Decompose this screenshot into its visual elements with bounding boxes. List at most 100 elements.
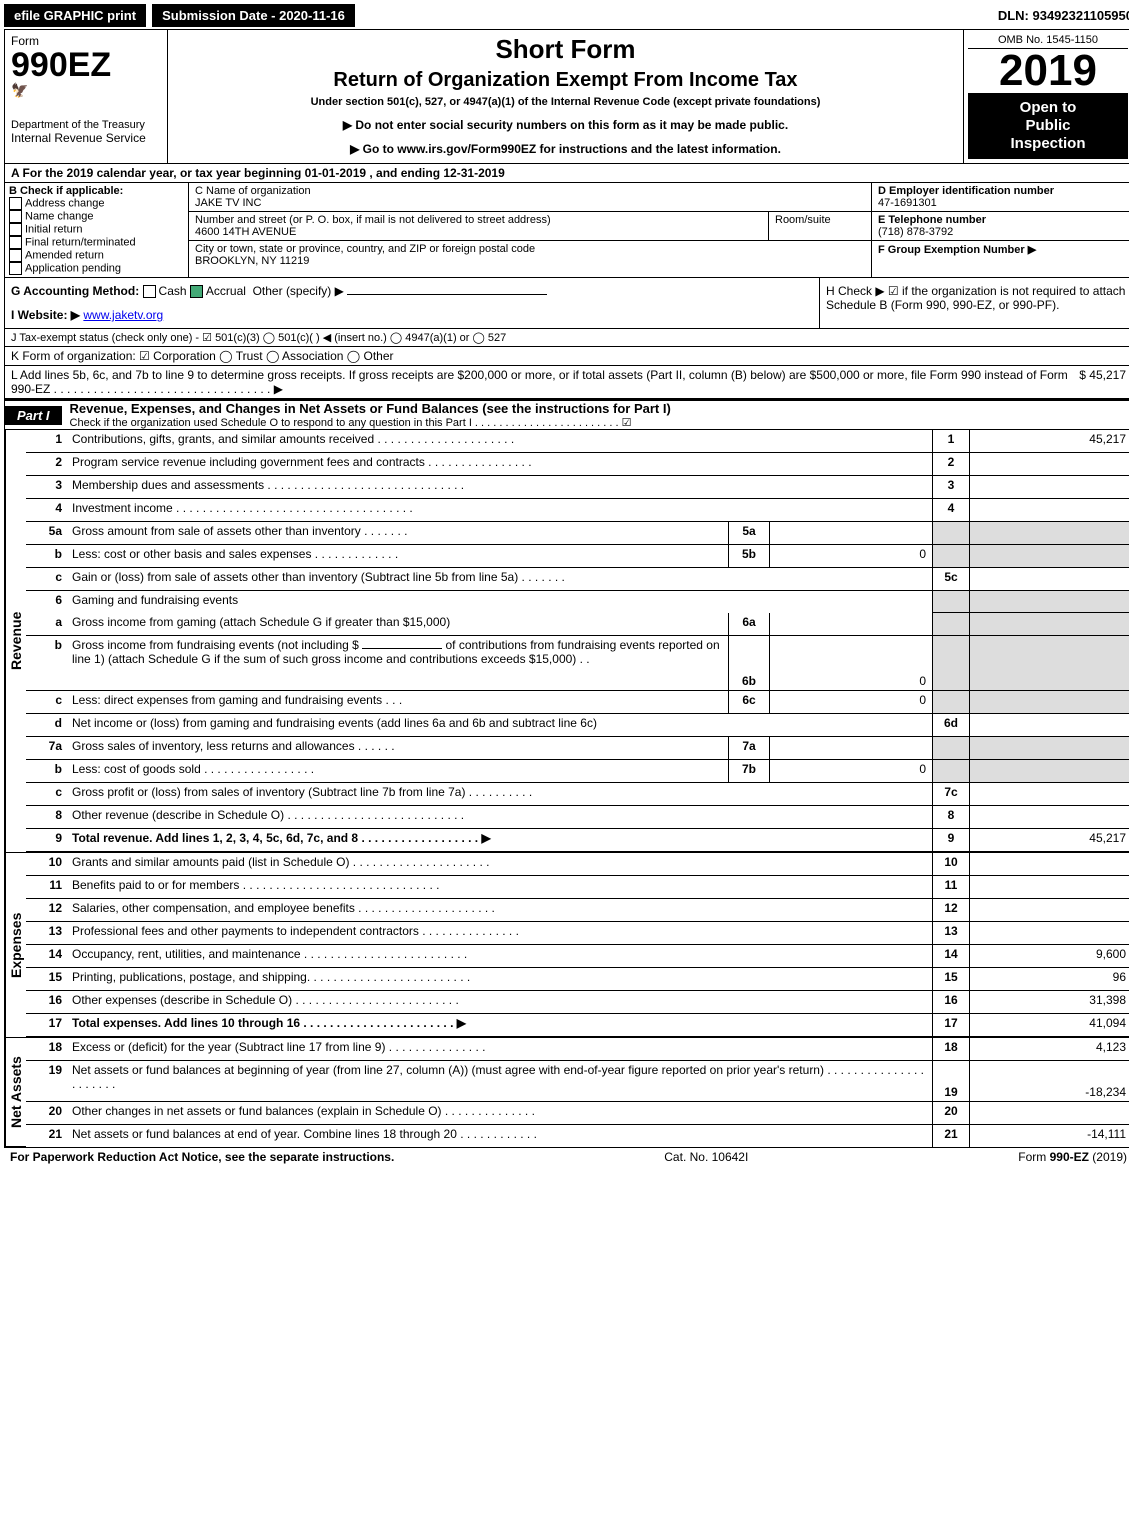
column-b-checkboxes: B Check if applicable: Address change Na… [5,183,189,277]
cb-name-change[interactable]: Name change [9,210,184,223]
footer-cat-no: Cat. No. 10642I [394,1150,1018,1164]
footer-form-ref: Form 990-EZ (2019) [1018,1150,1127,1164]
street-address: 4600 14TH AVENUE [195,226,296,238]
line-9: 9Total revenue. Add lines 1, 2, 3, 4, 5c… [26,829,1129,853]
line-g: G Accounting Method: Cash Accrual Other … [11,284,813,298]
col-b-header: B Check if applicable: [9,185,184,197]
line-j: J Tax-exempt status (check only one) - ☑… [5,329,1129,347]
line-i: I Website: ▶ www.jaketv.org [11,308,813,322]
line-1: 1 Contributions, gifts, grants, and simi… [26,430,1129,453]
cb-initial-return[interactable]: Initial return [9,223,184,236]
line-7c: cGross profit or (loss) from sales of in… [26,783,1129,806]
dept-treasury: Department of the Treasury [11,119,161,131]
revenue-side-label: Revenue [5,430,26,853]
submission-date-button[interactable]: Submission Date - 2020-11-16 [152,4,355,27]
line-k: K Form of organization: ☑ Corporation ◯ … [5,347,1129,366]
org-name: JAKE TV INC [195,197,261,209]
line-6: 6Gaming and fundraising events [26,591,1129,613]
part-1-tab: Part I [5,406,62,425]
line-6d: dNet income or (loss) from gaming and fu… [26,714,1129,737]
cb-application-pending[interactable]: Application pending [9,262,184,275]
line-14: 14Occupancy, rent, utilities, and mainte… [26,945,1129,968]
ein-row: D Employer identification number 47-1691… [872,183,1129,212]
treasury-seal-icon: 🦅 [11,82,161,99]
gross-receipts-amount: $ 45,217 [1079,368,1126,396]
line-20: 20Other changes in net assets or fund ba… [26,1102,1129,1125]
form-header: Form 990EZ 🦅 Department of the Treasury … [5,30,1129,164]
cb-cash[interactable] [143,285,156,298]
form-number: 990EZ [11,48,161,82]
ein-value: 47-1691301 [878,197,937,209]
cb-accrual[interactable] [190,285,203,298]
org-name-row: C Name of organization JAKE TV INC [189,183,871,212]
entity-section: B Check if applicable: Address change Na… [5,183,1129,278]
city-state-zip: BROOKLYN, NY 11219 [195,255,309,267]
efile-print-button[interactable]: efile GRAPHIC print [4,4,146,27]
line-7a: 7aGross sales of inventory, less returns… [26,737,1129,760]
line-21: 21Net assets or fund balances at end of … [26,1125,1129,1147]
open-public-inspection: Open to Public Inspection [968,93,1128,159]
line-10: 10Grants and similar amounts paid (list … [26,853,1129,876]
line-2: 2Program service revenue including gover… [26,453,1129,476]
ghi-section: G Accounting Method: Cash Accrual Other … [5,278,1129,329]
expenses-section: Expenses 10Grants and similar amounts pa… [5,853,1129,1038]
line-a-tax-year: A For the 2019 calendar year, or tax yea… [5,164,1129,183]
part-1-title: Revenue, Expenses, and Changes in Net As… [62,401,1129,416]
line-18: 18Excess or (deficit) for the year (Subt… [26,1038,1129,1061]
ssn-warning: ▶ Do not enter social security numbers o… [176,118,955,132]
dln-text: DLN: 93492321105950 [998,8,1129,23]
line-7b: bLess: cost of goods sold . . . . . . . … [26,760,1129,783]
line-h: H Check ▶ ☑ if the organization is not r… [819,278,1129,328]
line-4: 4Investment income . . . . . . . . . . .… [26,499,1129,522]
line-5c: cGain or (loss) from sale of assets othe… [26,568,1129,591]
cb-final-return[interactable]: Final return/terminated [9,236,184,249]
line-6c: cLess: direct expenses from gaming and f… [26,691,1129,714]
line-16: 16Other expenses (describe in Schedule O… [26,991,1129,1014]
header-right: OMB No. 1545-1150 2019 Open to Public In… [963,30,1129,163]
line-l: L Add lines 5b, 6c, and 7b to line 9 to … [5,366,1129,399]
dept-irs: Internal Revenue Service [11,131,161,145]
part-1-checkbox[interactable]: ☑ [622,417,632,429]
total-revenue: 45,217 [969,829,1129,851]
line-6a: aGross income from gaming (attach Schedu… [26,613,1129,636]
header-center: Short Form Return of Organization Exempt… [168,30,963,163]
part-1-sub: Check if the organization used Schedule … [62,416,1129,429]
line-1-amount: 45,217 [969,430,1129,452]
line-11: 11Benefits paid to or for members . . . … [26,876,1129,899]
under-section: Under section 501(c), 527, or 4947(a)(1)… [176,96,955,108]
top-bar: efile GRAPHIC print Submission Date - 20… [4,4,1129,27]
net-assets-section: Net Assets 18Excess or (deficit) for the… [5,1038,1129,1147]
net-assets-side-label: Net Assets [5,1038,26,1147]
cb-address-change[interactable]: Address change [9,197,184,210]
total-expenses: 41,094 [969,1014,1129,1036]
tax-year: 2019 [968,49,1128,93]
street-row: Number and street (or P. O. box, if mail… [189,212,871,241]
line-15: 15Printing, publications, postage, and s… [26,968,1129,991]
expenses-side-label: Expenses [5,853,26,1038]
website-link[interactable]: www.jaketv.org [83,308,163,322]
goto-link[interactable]: ▶ Go to www.irs.gov/Form990EZ for instru… [176,142,955,156]
column-c-org-info: C Name of organization JAKE TV INC Numbe… [189,183,872,277]
city-row: City or town, state or province, country… [189,241,871,269]
room-suite: Room/suite [769,212,871,240]
line-17: 17Total expenses. Add lines 10 through 1… [26,1014,1129,1038]
part-1-header: Part I Revenue, Expenses, and Changes in… [5,399,1129,430]
line-6b: b Gross income from fundraising events (… [26,636,1129,691]
header-left: Form 990EZ 🦅 Department of the Treasury … [5,30,168,163]
line-5b: bLess: cost or other basis and sales exp… [26,545,1129,568]
footer-left: For Paperwork Reduction Act Notice, see … [10,1150,394,1164]
revenue-section: Revenue 1 Contributions, gifts, grants, … [5,430,1129,853]
line-19: 19Net assets or fund balances at beginni… [26,1061,1129,1102]
line-3: 3Membership dues and assessments . . . .… [26,476,1129,499]
line-12: 12Salaries, other compensation, and empl… [26,899,1129,922]
column-def: D Employer identification number 47-1691… [872,183,1129,277]
line-13: 13Professional fees and other payments t… [26,922,1129,945]
page-footer: For Paperwork Reduction Act Notice, see … [4,1148,1129,1166]
short-form-title: Short Form [176,34,955,65]
gi-left: G Accounting Method: Cash Accrual Other … [5,278,819,328]
net-assets-eoy: -14,111 [969,1125,1129,1147]
cb-amended-return[interactable]: Amended return [9,249,184,262]
main-title: Return of Organization Exempt From Incom… [176,69,955,92]
line-8: 8Other revenue (describe in Schedule O) … [26,806,1129,829]
line-5a: 5aGross amount from sale of assets other… [26,522,1129,545]
